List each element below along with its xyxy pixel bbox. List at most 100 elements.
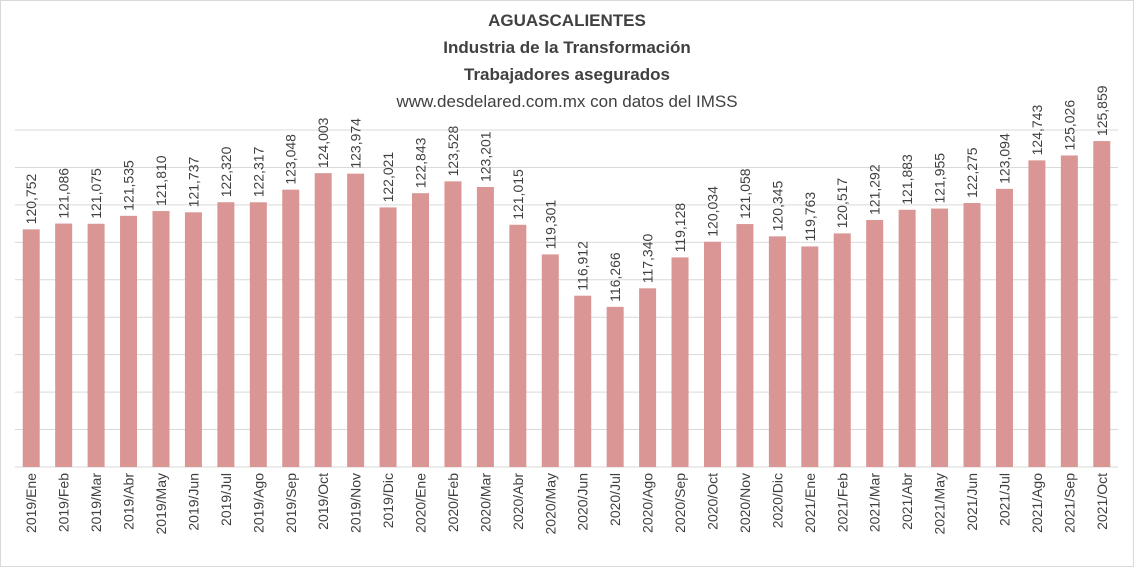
bar <box>736 224 754 467</box>
bar <box>995 188 1013 468</box>
x-tick-label: 2021/Oct <box>1094 473 1110 530</box>
x-tick-label: 2020/Jul <box>607 473 623 526</box>
x-tick-label: 2019/Mar <box>88 473 104 532</box>
bar <box>768 236 786 467</box>
data-label: 119,128 <box>672 203 688 253</box>
data-label: 123,528 <box>445 126 461 177</box>
x-tick-label: 2021/Sep <box>1061 473 1077 533</box>
data-label: 122,275 <box>964 147 980 198</box>
x-tick-label: 2021/Feb <box>834 473 850 532</box>
x-tick-label: 2020/Dic <box>769 473 785 528</box>
data-label: 120,034 <box>704 186 720 237</box>
data-label: 117,340 <box>640 234 656 284</box>
x-tick-label: 2020/Oct <box>704 473 720 530</box>
x-tick-label: 2019/Abr <box>121 473 137 530</box>
data-label: 123,974 <box>348 118 364 169</box>
x-tick-label: 2020/Abr <box>510 473 526 530</box>
bar <box>639 288 657 467</box>
bar <box>152 211 170 467</box>
data-label: 120,517 <box>834 178 850 229</box>
x-tick-label: 2019/May <box>153 473 169 534</box>
bar <box>249 202 267 468</box>
bar <box>1028 160 1046 468</box>
data-label: 122,843 <box>413 137 429 188</box>
data-label: 119,301 <box>542 200 558 250</box>
x-tick-label: 2019/Oct <box>315 473 331 530</box>
bar <box>314 173 332 467</box>
bar <box>444 181 462 468</box>
data-label: 121,086 <box>56 168 72 219</box>
x-tick-label: 2020/Ene <box>413 473 429 533</box>
x-tick-label: 2021/Ago <box>1029 473 1045 533</box>
data-label: 121,810 <box>153 155 169 206</box>
data-label: 121,955 <box>932 153 948 204</box>
x-tick-label: 2021/Jul <box>996 473 1012 526</box>
bar <box>87 223 105 467</box>
bar <box>217 202 235 468</box>
x-tick-label: 2020/Sep <box>672 473 688 533</box>
data-label: 116,912 <box>575 241 591 291</box>
data-label: 123,048 <box>283 134 299 185</box>
x-tick-label: 2020/Jun <box>575 473 591 531</box>
data-label: 121,535 <box>121 160 137 211</box>
bar <box>1093 141 1111 467</box>
bar <box>931 208 949 468</box>
bar <box>412 193 430 467</box>
data-label: 124,003 <box>315 117 331 168</box>
bar <box>1060 155 1078 467</box>
data-label: 122,021 <box>380 152 396 203</box>
x-tick-label: 2021/Ene <box>802 473 818 533</box>
bar <box>22 229 40 467</box>
data-label: 123,094 <box>996 133 1012 184</box>
data-label: 121,058 <box>737 168 753 219</box>
data-label: 121,075 <box>88 168 104 219</box>
bar <box>476 187 494 467</box>
bar <box>55 223 73 467</box>
bar <box>671 257 689 467</box>
bar <box>282 189 300 467</box>
data-label: 121,737 <box>185 156 201 207</box>
data-label: 125,026 <box>1061 100 1077 151</box>
bar <box>184 212 202 467</box>
data-label: 121,015 <box>510 169 526 220</box>
chart-source-note: www.desdelared.com.mx con datos del IMSS <box>396 92 738 111</box>
x-tick-label: 2019/Nov <box>348 473 364 533</box>
x-tick-label: 2019/Feb <box>56 473 72 532</box>
chart-subtitle-industry: Industria de la Transformación <box>443 38 691 57</box>
bar <box>801 246 819 467</box>
x-tick-label: 2019/Ago <box>250 473 266 533</box>
bar <box>963 203 981 467</box>
x-tick-label: 2020/Mar <box>477 473 493 532</box>
data-label: 121,883 <box>899 154 915 205</box>
data-label: 122,320 <box>218 146 234 197</box>
x-tick-label: 2019/Sep <box>283 473 299 533</box>
x-tick-label: 2021/May <box>932 473 948 534</box>
data-label: 125,859 <box>1094 85 1110 136</box>
x-tick-label: 2020/Ago <box>640 473 656 533</box>
data-label: 120,752 <box>23 174 39 225</box>
data-label: 116,266 <box>607 252 623 302</box>
x-tick-label: 2019/Jun <box>185 473 201 531</box>
x-tick-label: 2021/Abr <box>899 473 915 530</box>
bar <box>509 224 527 467</box>
bar <box>703 241 721 467</box>
chart-subtitle-metric: Trabajadores asegurados <box>464 65 670 84</box>
bar <box>541 254 559 467</box>
chart-title: AGUASCALIENTES <box>488 11 646 30</box>
bar <box>866 220 884 467</box>
data-label: 122,317 <box>250 146 266 197</box>
x-tick-label: 2019/Ene <box>23 473 39 533</box>
bar <box>606 306 624 467</box>
x-tick-label: 2021/Mar <box>867 473 883 532</box>
data-label: 120,345 <box>769 181 785 232</box>
data-label: 119,763 <box>802 192 818 242</box>
bar <box>120 215 138 467</box>
bar <box>898 209 916 468</box>
x-tick-label: 2019/Dic <box>380 473 396 528</box>
x-tick-label: 2020/Nov <box>737 473 753 533</box>
bar <box>379 207 397 467</box>
data-label: 124,743 <box>1029 105 1045 156</box>
bar <box>574 295 592 467</box>
x-tick-label: 2020/May <box>542 473 558 534</box>
